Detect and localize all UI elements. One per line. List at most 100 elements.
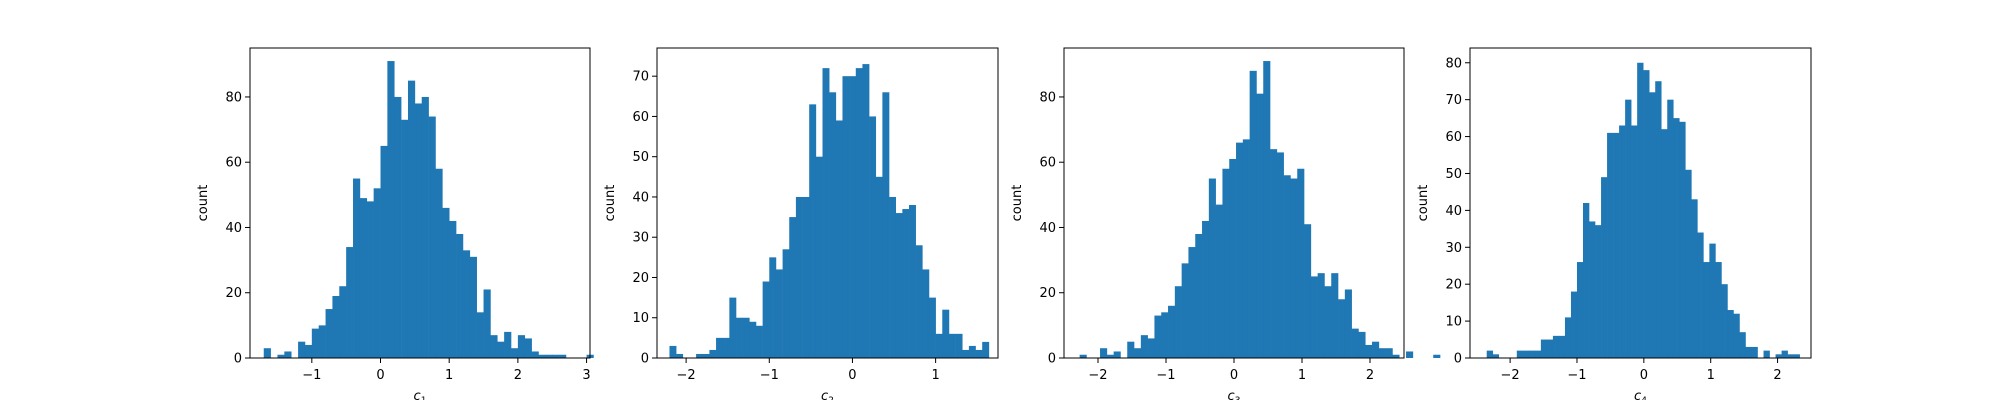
histogram-bar xyxy=(1331,273,1339,358)
axes-frame xyxy=(249,47,591,359)
histogram-bar xyxy=(304,344,313,358)
histogram-bar xyxy=(855,68,863,358)
histogram-bar xyxy=(809,104,817,358)
histogram-bar xyxy=(1673,118,1680,359)
histogram-bar xyxy=(1195,234,1203,358)
histogram-bar xyxy=(366,201,374,358)
x-tick-label: 0 xyxy=(376,368,384,383)
histogram-bar xyxy=(749,321,757,358)
histogram-bar xyxy=(842,76,850,359)
histogram-bar xyxy=(1667,99,1674,359)
histogram-bar xyxy=(909,205,916,358)
x-tick-label: 0 xyxy=(1640,368,1648,383)
axes-frame xyxy=(1469,47,1812,359)
histogram-bar xyxy=(968,345,976,358)
y-tick-label: 70 xyxy=(632,70,649,85)
histogram-bar xyxy=(490,335,498,358)
x-tick-label: 1 xyxy=(445,368,453,383)
histogram-bar xyxy=(1113,351,1121,358)
histogram-bar xyxy=(1552,335,1560,358)
histogram-bar xyxy=(332,296,340,358)
x-tick-label: 1 xyxy=(1298,368,1306,383)
histogram-bar xyxy=(1546,339,1554,358)
histogram-panel-3: −2−1012020406080c3count xyxy=(1010,47,1441,400)
histogram-panel-4: −2−101201020304050607080c4count xyxy=(1416,47,1812,400)
histogram-bar xyxy=(1583,203,1590,358)
histogram-bar xyxy=(1154,315,1162,358)
histogram-bar xyxy=(1406,351,1414,358)
histogram-bar xyxy=(829,92,837,358)
histogram-bar xyxy=(1775,354,1782,358)
histogram-bar xyxy=(538,354,546,358)
histogram-bar xyxy=(277,354,285,358)
histogram-bar xyxy=(1168,305,1176,358)
histogram-bar xyxy=(1631,125,1638,358)
histogram-bar xyxy=(795,196,803,358)
histogram-bar xyxy=(736,317,743,358)
y-tick-label: 50 xyxy=(1445,167,1462,182)
histogram-bar xyxy=(1522,350,1530,358)
histogram-bar xyxy=(449,220,457,358)
histogram-bar xyxy=(1619,125,1626,358)
histogram-bar xyxy=(1637,62,1644,358)
x-axis-label: c4 xyxy=(1634,389,1647,400)
x-axis-label: c1 xyxy=(414,389,427,400)
x-tick-label: 2 xyxy=(1366,368,1374,383)
histogram-bar xyxy=(802,196,810,358)
histogram-bar xyxy=(469,256,477,358)
histogram-bar xyxy=(442,207,450,358)
histogram-bar xyxy=(869,116,877,358)
histogram-bar xyxy=(1433,354,1441,358)
histogram-bar xyxy=(1324,286,1332,358)
histogram-bar xyxy=(1655,81,1662,359)
histogram-bar xyxy=(1709,243,1716,358)
histogram-bar xyxy=(915,245,923,358)
histogram-bar xyxy=(1528,350,1536,358)
x-tick-label: 1 xyxy=(931,368,939,383)
histogram-bar xyxy=(962,349,970,358)
histogram-bar xyxy=(545,354,553,358)
x-tick-label: 0 xyxy=(848,368,856,383)
histogram-bar xyxy=(1781,350,1788,358)
histogram-bar xyxy=(1558,335,1566,358)
x-tick-label: −2 xyxy=(1088,368,1107,383)
histogram-bar xyxy=(1787,354,1794,358)
x-tick-label: 2 xyxy=(1773,368,1781,383)
histogram-bar xyxy=(1745,346,1752,358)
histogram-bar xyxy=(421,96,429,358)
histogram-bar xyxy=(1589,221,1596,358)
histogram-bar xyxy=(1540,339,1548,358)
histogram-bar xyxy=(1733,313,1740,358)
x-tick-label: −1 xyxy=(1567,368,1586,383)
histogram-bar xyxy=(815,156,823,358)
histogram-bar xyxy=(318,325,326,358)
histogram-bar xyxy=(428,116,436,358)
axes-frame xyxy=(656,47,999,359)
histogram-bar xyxy=(902,209,910,358)
histogram-bar xyxy=(311,328,319,358)
histogram-bar xyxy=(716,337,723,358)
histogram-bar xyxy=(1106,354,1114,358)
histogram-bar xyxy=(955,333,963,358)
x-axis-label: c3 xyxy=(1228,389,1241,400)
histogram-bar xyxy=(1570,291,1578,358)
histogram-bar xyxy=(862,64,870,358)
histogram-bar xyxy=(414,103,423,358)
histogram-bar xyxy=(922,269,930,358)
histogram-bar xyxy=(1727,310,1734,358)
y-tick-label: 20 xyxy=(1039,286,1056,301)
y-tick-label: 50 xyxy=(632,150,649,165)
histogram-bar xyxy=(1208,178,1216,358)
histogram-bar xyxy=(1134,348,1142,358)
y-tick-label: 70 xyxy=(1445,93,1462,108)
histogram-bar xyxy=(1256,93,1264,359)
histogram-bar xyxy=(875,176,883,358)
histogram-bar xyxy=(1161,312,1169,358)
histogram-bar xyxy=(387,61,395,359)
histogram-bar xyxy=(1595,225,1602,358)
histogram-bar xyxy=(1715,262,1722,358)
histogram-bar xyxy=(524,338,532,358)
histogram-bar xyxy=(1685,169,1692,358)
histogram-bar xyxy=(1229,158,1237,358)
x-tick-label: −1 xyxy=(1156,368,1175,383)
